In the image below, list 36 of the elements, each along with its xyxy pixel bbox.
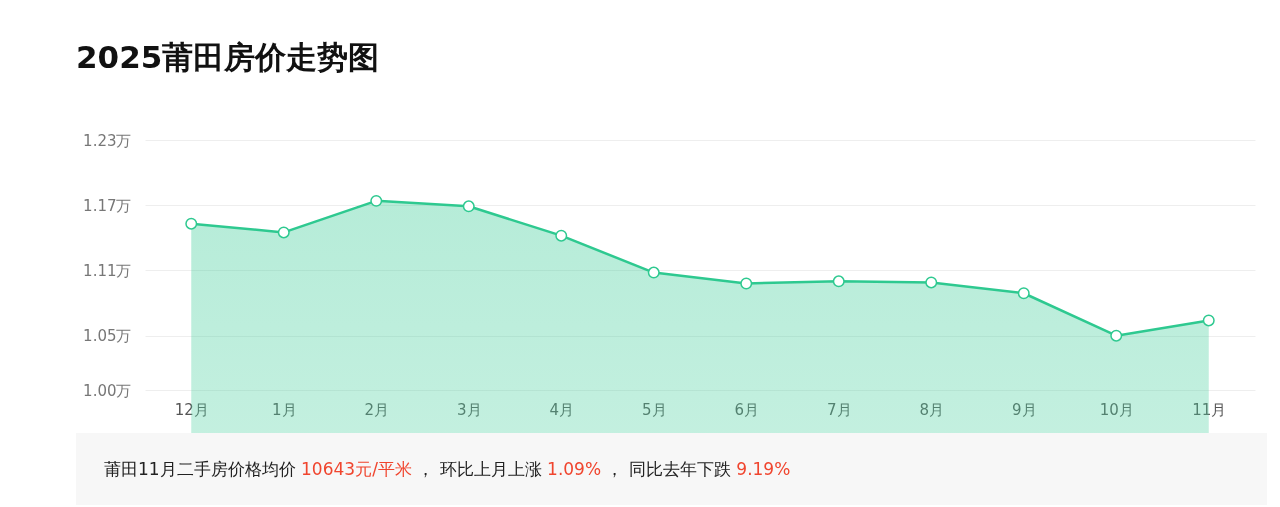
point	[1202, 314, 1215, 327]
x-tick-label: 11月	[1192, 400, 1227, 419]
y-tick-label: 1.00万	[83, 381, 132, 400]
point	[925, 276, 938, 289]
x-tick-label: 8月	[919, 400, 945, 419]
x-tick-label: 6月	[734, 400, 760, 419]
y-tick-label: 1.17万	[83, 196, 132, 215]
x-tick-label: 5月	[641, 400, 667, 419]
text: ， 同比去年下跌	[605, 459, 732, 479]
text: 10643元/平米	[301, 459, 412, 479]
text: 1.09%	[547, 459, 602, 479]
text: 莆田11月二手房价格均价	[104, 459, 297, 479]
x-tick-label: 4月	[549, 400, 575, 419]
point	[832, 275, 845, 288]
point	[647, 266, 660, 279]
text: ， 环比上月上涨	[416, 459, 543, 479]
point	[555, 229, 568, 242]
y-tick-label: 1.05万	[83, 327, 132, 346]
y-tick-label: 1.11万	[83, 261, 132, 280]
x-tick-label: 10月	[1099, 400, 1134, 419]
x-tick-label: 3月	[456, 400, 482, 419]
x-tick-label: 12月	[174, 400, 209, 419]
point	[462, 200, 475, 213]
x-tick-label: 9月	[1011, 400, 1037, 419]
chart-title: 2025莆田房价走势图	[76, 39, 380, 75]
point	[370, 194, 383, 207]
point	[277, 226, 290, 239]
x-tick-label: 7月	[826, 400, 852, 419]
text: 9.19%	[736, 459, 791, 479]
point	[185, 217, 198, 230]
y-tick-label: 1.23万	[83, 131, 132, 150]
point	[740, 277, 753, 290]
point	[1017, 287, 1030, 300]
x-tick-label: 1月	[271, 400, 297, 419]
x-tick-label: 2月	[364, 400, 390, 419]
point	[1110, 329, 1123, 342]
